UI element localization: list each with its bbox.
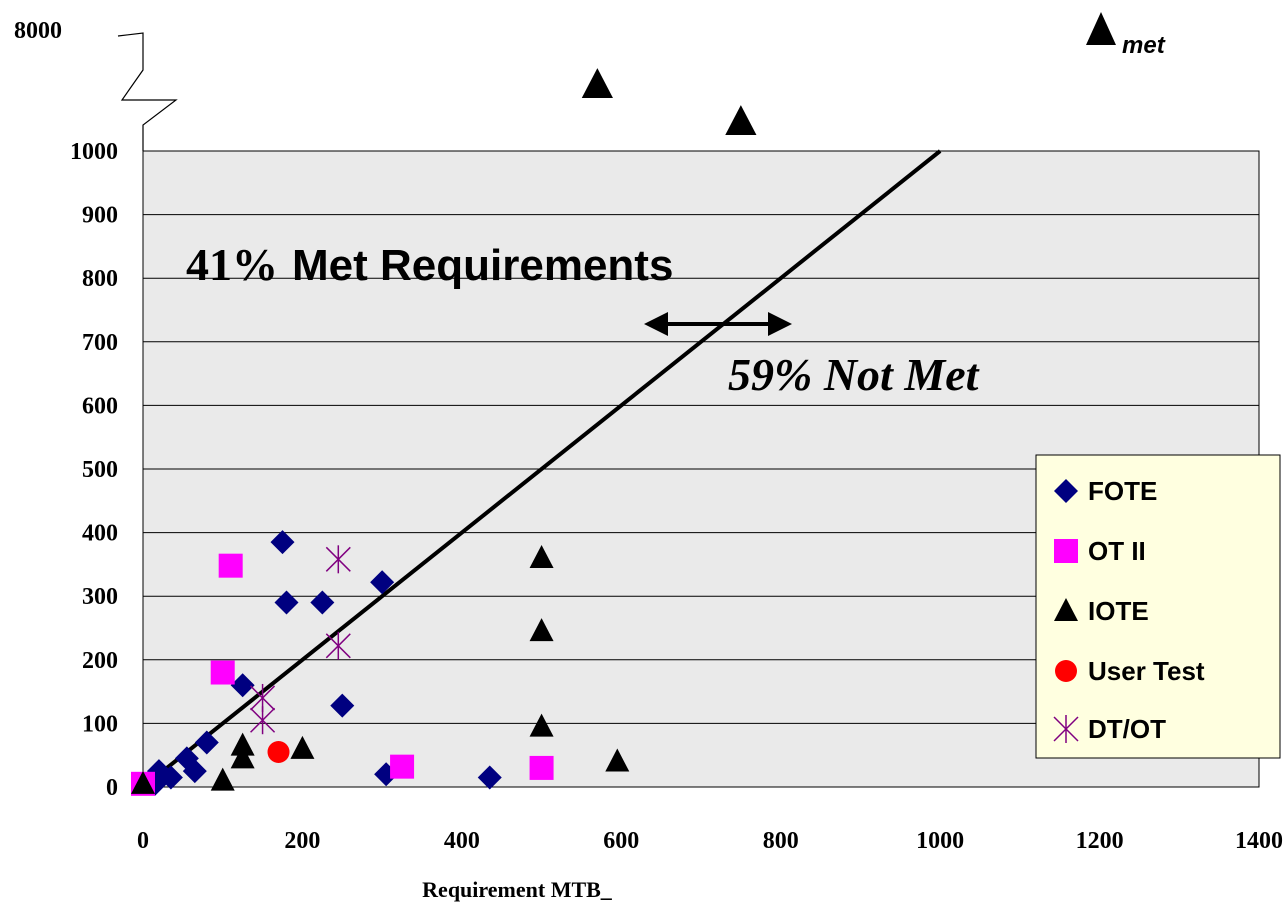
point-fote bbox=[274, 590, 299, 615]
y-tick-label: 300 bbox=[82, 584, 118, 610]
point-ot-ii bbox=[529, 755, 554, 780]
point-fote bbox=[310, 590, 335, 615]
point-dt-ot bbox=[325, 631, 351, 660]
off-scale-points bbox=[581, 68, 757, 135]
x-tick-label: 600 bbox=[603, 828, 639, 854]
legend-marker-ot-ii bbox=[1054, 539, 1078, 563]
point-iote bbox=[131, 770, 155, 794]
point-iote bbox=[230, 732, 255, 756]
y-axis-ticks: 0 100 200 300 400 500 600 700 800 900 1000 bbox=[70, 139, 118, 801]
double-arrow bbox=[644, 312, 792, 336]
x-tick-label: 1400 bbox=[1235, 828, 1283, 854]
x-tick-label: 800 bbox=[763, 828, 799, 854]
annotation-met-pct: 41% bbox=[186, 239, 278, 290]
point-fote bbox=[194, 730, 219, 755]
point-dt-ot bbox=[250, 706, 276, 735]
legend-label: IOTE bbox=[1088, 596, 1149, 626]
x-axis-label: Requirement MTB_ bbox=[422, 877, 613, 902]
legend-label: OT II bbox=[1088, 536, 1146, 566]
point-iote bbox=[529, 713, 554, 737]
legend-marker-fote bbox=[1054, 479, 1078, 503]
y-tick-label: 400 bbox=[82, 521, 118, 547]
offscale-point-iote bbox=[581, 68, 613, 98]
legend-item-iote: IOTE bbox=[1054, 596, 1149, 626]
legend: FOTE OT II IOTE User Test DT/OT bbox=[1035, 454, 1281, 759]
x-tick-label: 0 bbox=[137, 828, 149, 854]
data-points bbox=[131, 530, 630, 796]
legend-item-user-test: User Test bbox=[1055, 656, 1205, 686]
legend-marker-iote bbox=[1054, 598, 1078, 621]
corner-met-label: met bbox=[1086, 12, 1166, 59]
x-tick-label: 1200 bbox=[1076, 828, 1124, 854]
legend-item-dt-ot: DT/OT bbox=[1053, 714, 1166, 744]
point-user-test bbox=[267, 741, 290, 764]
point-fote bbox=[182, 759, 207, 784]
x-tick-label: 200 bbox=[284, 828, 320, 854]
x-axis-ticks: 0 200 400 600 800 1000 1200 1400 bbox=[137, 828, 1283, 854]
point-fote bbox=[330, 693, 355, 718]
y-tick-label: 500 bbox=[82, 457, 118, 483]
annotation-not-met: 59% Not Met bbox=[728, 349, 980, 400]
point-fote bbox=[270, 530, 295, 555]
corner-met-text: met bbox=[1122, 32, 1166, 59]
legend-marker-dt-ot bbox=[1053, 715, 1079, 743]
y-break-label: 8000 bbox=[14, 18, 62, 44]
annotation-met-text: Met Requirements bbox=[292, 241, 673, 290]
y-tick-label: 600 bbox=[82, 393, 118, 419]
legend-box bbox=[1035, 454, 1281, 759]
y-tick-label: 0 bbox=[106, 775, 118, 801]
point-iote bbox=[230, 745, 255, 769]
point-iote bbox=[290, 735, 315, 759]
y-tick-label: 200 bbox=[82, 648, 118, 674]
legend-marker-user-test bbox=[1055, 660, 1077, 682]
point-fote bbox=[230, 673, 255, 698]
offscale-point-iote bbox=[725, 105, 757, 135]
point-iote bbox=[605, 748, 630, 772]
point-fote bbox=[370, 570, 395, 595]
y-tick-label: 100 bbox=[82, 711, 118, 737]
point-fote bbox=[477, 765, 502, 790]
point-iote bbox=[210, 767, 235, 791]
legend-label: FOTE bbox=[1088, 476, 1157, 506]
point-ot-ii bbox=[390, 754, 415, 779]
point-fote bbox=[158, 765, 183, 790]
point-ot-ii bbox=[218, 553, 243, 578]
axis-break-mark bbox=[117, 32, 178, 151]
point-iote bbox=[529, 545, 554, 569]
legend-label: User Test bbox=[1088, 656, 1205, 686]
corner-triangle-icon bbox=[1086, 12, 1116, 45]
y-tick-label: 1000 bbox=[70, 139, 118, 165]
y-tick-label: 700 bbox=[82, 330, 118, 356]
annotation-met: 41% Met Requirements bbox=[186, 239, 673, 290]
y-tick-label: 900 bbox=[82, 203, 118, 229]
point-dt-ot bbox=[325, 545, 351, 574]
x-tick-label: 1000 bbox=[916, 828, 964, 854]
requirement-line bbox=[141, 149, 942, 789]
legend-label: DT/OT bbox=[1088, 714, 1166, 744]
legend-item-fote: FOTE bbox=[1054, 476, 1157, 506]
legend-item-ot-ii: OT II bbox=[1054, 536, 1146, 566]
y-tick-label: 800 bbox=[82, 266, 118, 292]
x-tick-label: 400 bbox=[444, 828, 480, 854]
point-ot-ii bbox=[210, 660, 235, 685]
point-iote bbox=[529, 618, 554, 642]
